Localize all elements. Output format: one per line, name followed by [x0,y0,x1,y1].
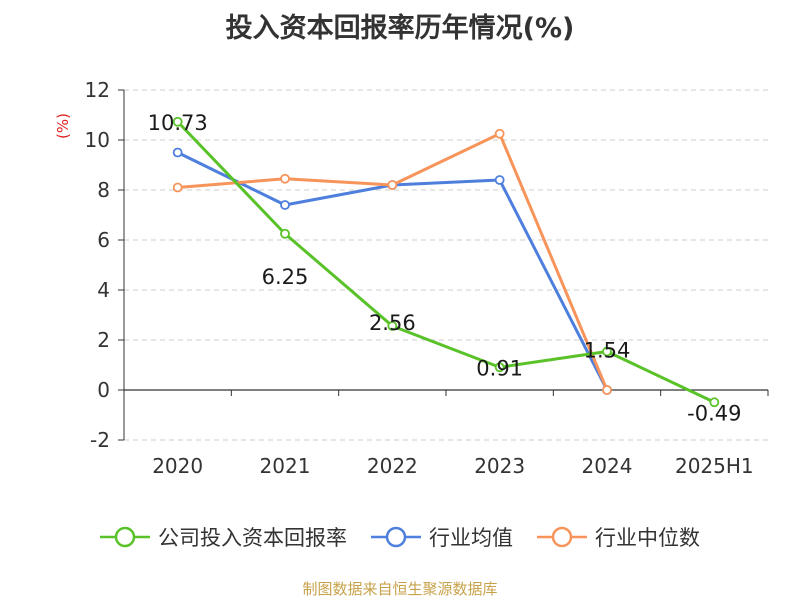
y-tick-label: -2 [90,428,110,452]
legend-item[interactable]: 行业中位数 [537,522,700,552]
data-label: 0.91 [476,356,523,380]
legend-marker-icon [100,526,150,548]
data-point [172,116,183,127]
y-tick-label: 10 [85,128,110,152]
y-tick-label: 0 [97,378,110,402]
legend-marker-icon [537,526,587,548]
legend-marker-icon [371,526,421,548]
data-point [494,128,505,139]
y-tick-label: 12 [85,78,110,102]
legend-item[interactable]: 公司投入资本回报率 [100,522,347,552]
axes: -2 0 2 4 6 8 10 12 2020 2021 2022 2023 2024 2025H1 [85,78,769,478]
chart-title: 投入资本回报率历年情况(%) [225,13,575,44]
data-point [387,180,398,190]
legend-label: 行业均值 [429,526,513,550]
legend-label: 行业中位数 [595,526,700,550]
data-label: 6.25 [262,265,309,289]
x-tick-label: 2024 [582,454,633,478]
data-label: -0.49 [687,401,741,425]
data-labels: 10.73 6.25 2.56 0.91 1.54 -0.49 [148,111,742,426]
data-point [280,173,290,184]
data-label: 10.73 [148,111,208,135]
data-point [387,321,398,331]
data-point [602,385,612,395]
y-tick-label: 4 [97,278,110,302]
series-line-0 [176,120,715,404]
data-point [709,397,720,408]
series [172,116,720,408]
y-tick-label: 8 [97,178,110,202]
x-tick-label: 2021 [260,454,311,478]
data-point [494,362,505,373]
data-point [172,182,183,193]
data-point [602,346,612,357]
y-tick-label: 2 [97,328,110,352]
data-point [280,228,290,239]
y-axis-label: (%) [54,113,72,139]
gridlines [124,89,768,441]
legend-item[interactable]: 行业均值 [371,522,513,552]
legend: 公司投入资本回报率 行业均值 行业中位数 [0,520,800,554]
data-point [280,200,290,210]
source-note: 制图数据来自恒生聚源数据库 [302,580,498,598]
x-tick-label: 2025H1 [675,454,754,478]
data-point [172,147,183,158]
x-tick-label: 2020 [152,454,203,478]
data-label: 1.54 [584,339,631,363]
data-label: 2.56 [369,311,416,335]
x-tick-label: 2022 [367,454,418,478]
x-tick-label: 2023 [474,454,525,478]
y-tick-label: 6 [97,228,110,252]
legend-label: 公司投入资本回报率 [158,526,347,550]
data-point [494,175,505,185]
